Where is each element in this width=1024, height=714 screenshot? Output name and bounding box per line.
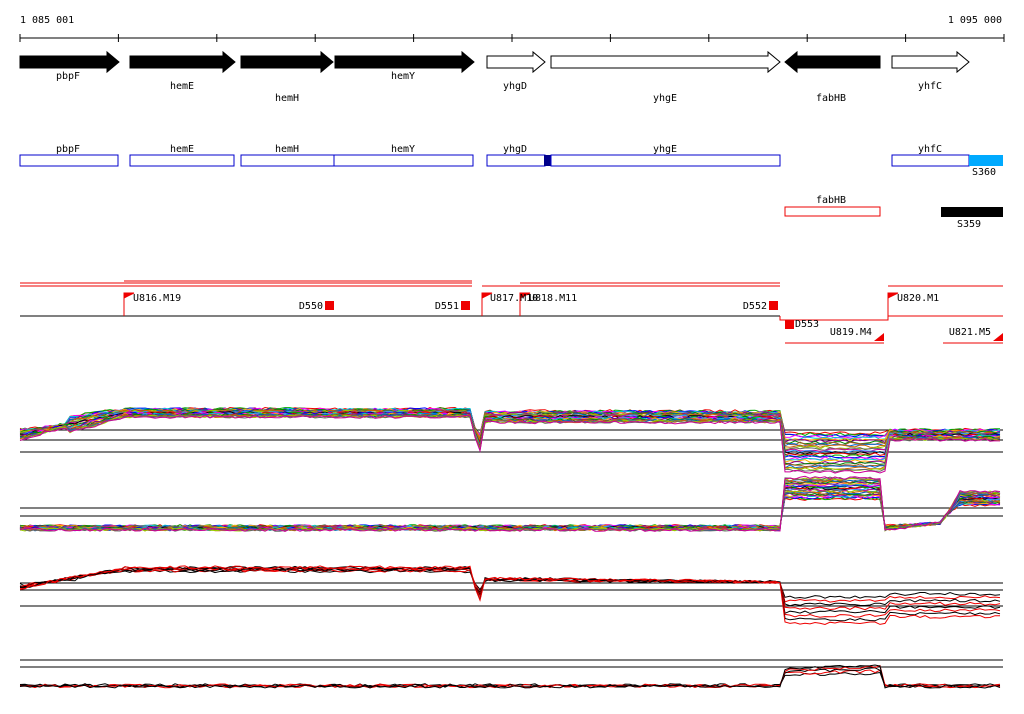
marker xyxy=(785,320,794,329)
feature-label: yhfC xyxy=(918,144,942,155)
expression-trace xyxy=(19,488,1001,530)
gene-arrow xyxy=(19,50,120,74)
ruler-start: 1 085 001 xyxy=(20,15,74,26)
gene-track: pbpF hemE hemH hemY yhgD yhgE fabHB yhfC xyxy=(19,50,970,104)
transcript-label: U818.M11 xyxy=(529,293,577,304)
gene-label: yhgD xyxy=(503,81,527,92)
feature-box xyxy=(891,154,970,167)
marker xyxy=(123,292,135,316)
transcript-label: D550 xyxy=(299,301,323,312)
expression-trace xyxy=(19,414,1001,474)
feature-box xyxy=(550,154,781,167)
transcript-label: D551 xyxy=(435,301,459,312)
feature-box xyxy=(19,154,119,167)
expression-trace xyxy=(19,567,1001,611)
gene-label: hemY xyxy=(391,71,415,82)
feature-box xyxy=(486,154,546,167)
feature-label: yhgD xyxy=(503,144,527,155)
expression-trace xyxy=(19,478,1001,532)
transcript-track xyxy=(20,280,1003,344)
gene-arrow xyxy=(784,50,881,74)
marker xyxy=(461,301,470,310)
expression-trace xyxy=(19,664,1001,689)
feature-box xyxy=(969,155,1003,166)
feature-label: hemE xyxy=(170,144,194,155)
marker xyxy=(887,292,899,316)
gene-label: pbpF xyxy=(56,71,80,82)
ruler-end: 1 095 000 xyxy=(948,15,1002,26)
expression-trace xyxy=(19,495,1001,529)
feature-box xyxy=(240,154,335,167)
gene-label: hemH xyxy=(275,93,299,104)
expression-trace xyxy=(19,565,1000,626)
feature-track xyxy=(19,154,1003,217)
gene-arrow xyxy=(486,50,546,74)
gene-arrow xyxy=(891,50,970,74)
expression-trace xyxy=(19,494,1001,529)
gene-label: fabHB xyxy=(816,93,846,104)
feature-label: S359 xyxy=(957,219,981,230)
gene-arrow xyxy=(550,50,781,74)
feature-box xyxy=(941,207,1003,217)
transcript-label: U819.M4 xyxy=(830,327,872,338)
expression-trace xyxy=(19,496,1001,529)
marker xyxy=(769,301,778,310)
expression-trace xyxy=(19,475,1001,532)
expression-trace xyxy=(19,482,1001,531)
expression-trace xyxy=(19,664,1001,689)
feature-box xyxy=(129,154,235,167)
transcript-label: D553 xyxy=(795,319,819,330)
marker xyxy=(519,292,531,316)
marker xyxy=(993,333,1003,341)
marker xyxy=(481,292,493,316)
transcript-label: D552 xyxy=(743,301,767,312)
gene-label: yhfC xyxy=(918,81,942,92)
marker xyxy=(874,333,884,341)
gene-label: hemE xyxy=(170,81,194,92)
gene-arrow xyxy=(240,50,334,74)
expression-trace xyxy=(19,409,1001,447)
gene-arrow xyxy=(129,50,236,74)
gene-label: yhgE xyxy=(653,93,677,104)
transcript-label: U816.M19 xyxy=(133,293,181,304)
expression-trace xyxy=(19,566,1001,618)
segment xyxy=(779,315,1003,321)
expression-trace xyxy=(19,478,1001,532)
transcript-label: U820.M1 xyxy=(897,293,939,304)
expression-tracks xyxy=(19,406,1003,689)
feature-box xyxy=(784,206,881,217)
feature-label: yhgE xyxy=(653,144,677,155)
feature-label: fabHB xyxy=(816,195,846,206)
transcript-label: U821.M5 xyxy=(949,327,991,338)
feature-label: S360 xyxy=(972,167,996,178)
expression-trace xyxy=(19,667,1001,688)
gene-arrow xyxy=(334,50,475,74)
expression-trace xyxy=(19,492,1001,529)
expression-trace xyxy=(19,411,1001,456)
feature-label: hemH xyxy=(275,144,299,155)
marker xyxy=(325,301,334,310)
expression-trace xyxy=(19,569,1001,599)
expression-trace xyxy=(19,497,1001,529)
feature-label: pbpF xyxy=(56,144,80,155)
feature-box xyxy=(333,154,474,167)
feature-box xyxy=(544,155,551,166)
transcript-label: U817.M10 xyxy=(490,293,538,304)
feature-label: hemY xyxy=(391,144,415,155)
